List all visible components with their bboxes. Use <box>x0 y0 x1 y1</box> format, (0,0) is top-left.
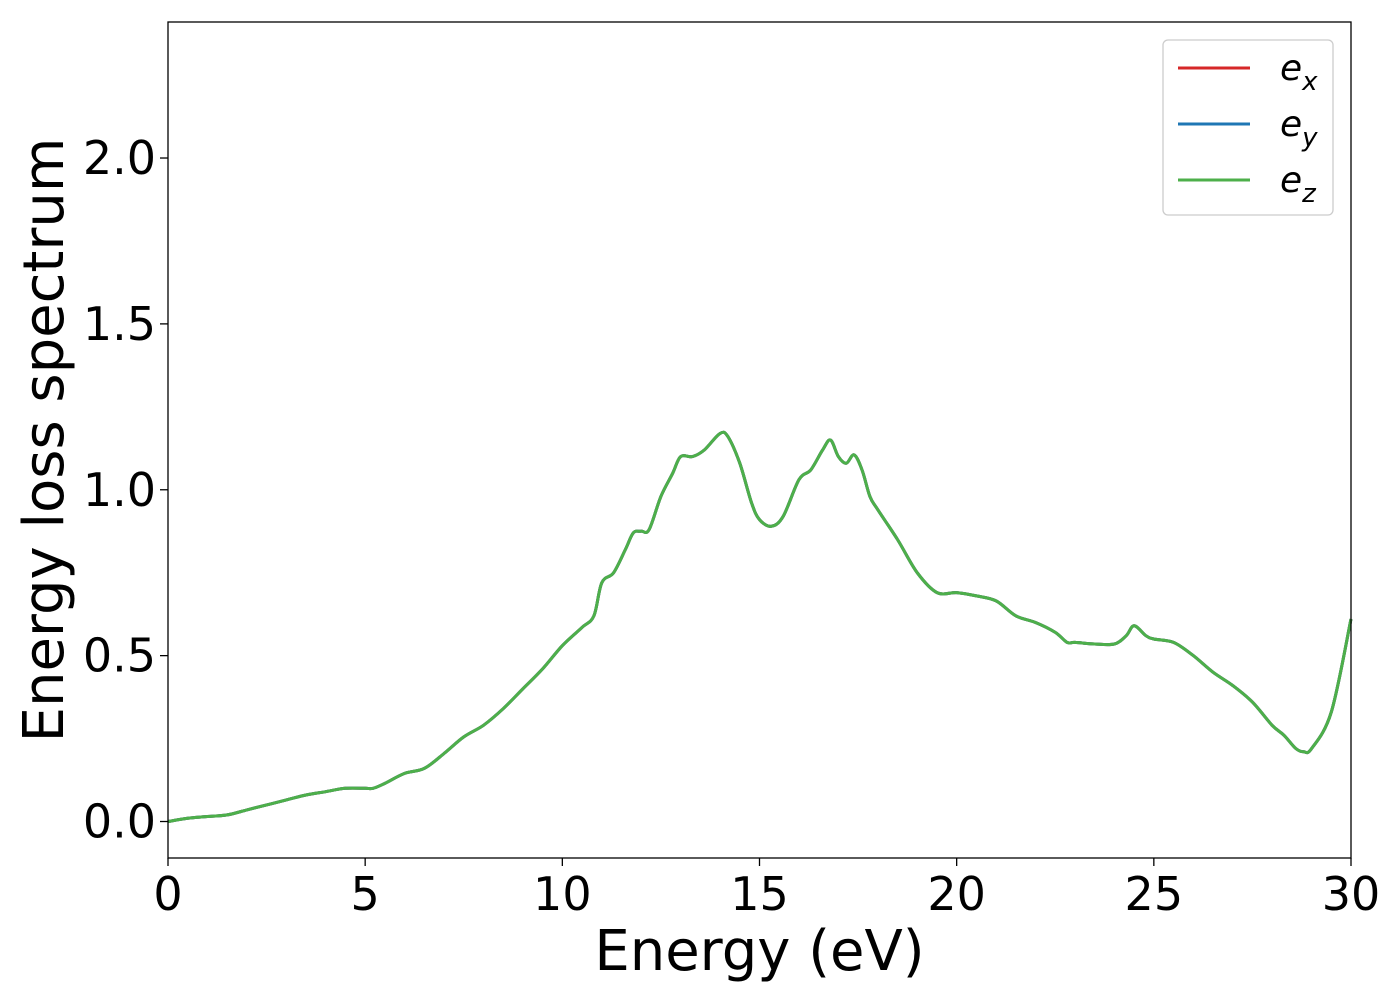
x-axis-label: Energy (eV) <box>594 919 924 984</box>
y-tick-label: 2.0 <box>83 131 156 185</box>
y-tick-label: 1.5 <box>83 297 156 351</box>
x-tick-label: 30 <box>1322 867 1381 921</box>
x-tick-label: 25 <box>1125 867 1184 921</box>
legend-label: ez <box>1280 160 1317 209</box>
series-line-ex <box>167 430 1353 823</box>
x-tick-label: 10 <box>533 867 592 921</box>
x-axis-ticks: 0 5 10 15 20 25 30 <box>153 858 1380 921</box>
x-tick-label: 5 <box>351 867 380 921</box>
legend-label: ey <box>1280 104 1318 153</box>
y-tick-label: 1.0 <box>83 463 156 517</box>
series-line-ey <box>167 430 1353 823</box>
legend-label: ex <box>1280 48 1318 97</box>
legend-box <box>1162 39 1334 216</box>
y-tick-label: 0.0 <box>83 795 156 849</box>
series-line-ez <box>167 430 1353 823</box>
x-tick-label: 20 <box>927 867 986 921</box>
x-tick-label: 0 <box>153 867 182 921</box>
y-axis-label: Energy loss spectrum <box>12 138 77 743</box>
legend: ex ey ez <box>1162 39 1334 216</box>
y-axis-ticks: 0.0 0.5 1.0 1.5 2.0 <box>83 131 168 849</box>
series-lines <box>167 430 1353 823</box>
y-tick-label: 0.5 <box>83 629 156 683</box>
x-tick-label: 15 <box>730 867 789 921</box>
